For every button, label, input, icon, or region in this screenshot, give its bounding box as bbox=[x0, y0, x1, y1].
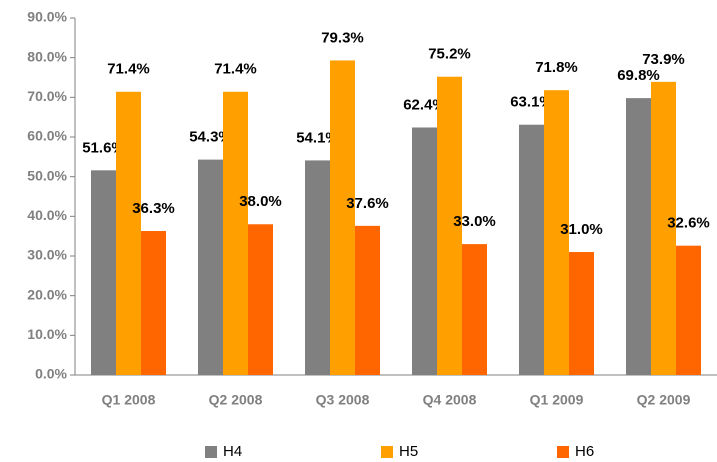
bar bbox=[544, 90, 569, 376]
value-label: 33.0% bbox=[453, 213, 496, 230]
bar bbox=[198, 159, 223, 375]
legend-label: H5 bbox=[399, 443, 418, 460]
y-tick-label: 0.0% bbox=[35, 366, 67, 382]
bar bbox=[519, 124, 544, 375]
bar bbox=[91, 170, 116, 375]
legend-label: H4 bbox=[223, 443, 242, 460]
y-tick-label: 80.0% bbox=[27, 48, 67, 64]
value-label: 75.2% bbox=[428, 46, 471, 63]
y-tick-label: 10.0% bbox=[27, 326, 67, 342]
value-label: 63.1% bbox=[510, 94, 553, 111]
legend-swatch bbox=[381, 446, 393, 458]
value-label: 38.0% bbox=[239, 193, 282, 210]
x-tick-label: Q2 2008 bbox=[209, 392, 263, 408]
x-tick-label: Q1 2009 bbox=[530, 392, 584, 408]
value-label: 69.8% bbox=[617, 67, 660, 84]
bar bbox=[651, 81, 676, 375]
x-tick-label: Q4 2008 bbox=[423, 392, 477, 408]
bar bbox=[462, 244, 487, 375]
legend-swatch bbox=[205, 446, 217, 458]
value-label: 71.4% bbox=[214, 61, 257, 78]
y-tick-label: 40.0% bbox=[27, 207, 67, 223]
value-label: 71.8% bbox=[535, 59, 578, 76]
value-label: 51.6% bbox=[82, 139, 125, 156]
bar bbox=[305, 160, 330, 375]
bar bbox=[141, 231, 166, 375]
value-label: 54.1% bbox=[296, 129, 339, 146]
value-label: 54.3% bbox=[189, 129, 232, 146]
bar bbox=[626, 98, 651, 376]
y-tick-label: 20.0% bbox=[27, 286, 67, 302]
value-label: 32.6% bbox=[667, 215, 710, 232]
value-label: 36.3% bbox=[132, 200, 175, 217]
y-tick-label: 50.0% bbox=[27, 167, 67, 183]
bar bbox=[437, 76, 462, 375]
bar bbox=[223, 91, 248, 375]
y-tick-label: 30.0% bbox=[27, 247, 67, 263]
bar bbox=[569, 252, 594, 375]
x-tick-label: Q2 2009 bbox=[637, 392, 691, 408]
legend-swatch bbox=[557, 446, 569, 458]
legend-label: H6 bbox=[575, 443, 594, 460]
bar bbox=[676, 245, 701, 375]
value-label: 73.9% bbox=[642, 51, 685, 68]
value-label: 79.3% bbox=[321, 29, 364, 46]
bar bbox=[116, 91, 141, 375]
x-tick-label: Q1 2008 bbox=[102, 392, 156, 408]
bar bbox=[355, 225, 380, 375]
x-tick-label: Q3 2008 bbox=[316, 392, 370, 408]
bar bbox=[330, 60, 355, 376]
value-label: 71.4% bbox=[107, 61, 150, 78]
bar bbox=[412, 127, 437, 375]
y-tick-label: 60.0% bbox=[27, 128, 67, 144]
value-label: 62.4% bbox=[403, 96, 446, 113]
bar bbox=[248, 224, 273, 375]
value-label: 37.6% bbox=[346, 195, 389, 212]
y-tick-label: 70.0% bbox=[27, 88, 67, 104]
y-tick-label: 90.0% bbox=[27, 9, 67, 25]
value-label: 31.0% bbox=[560, 221, 603, 238]
